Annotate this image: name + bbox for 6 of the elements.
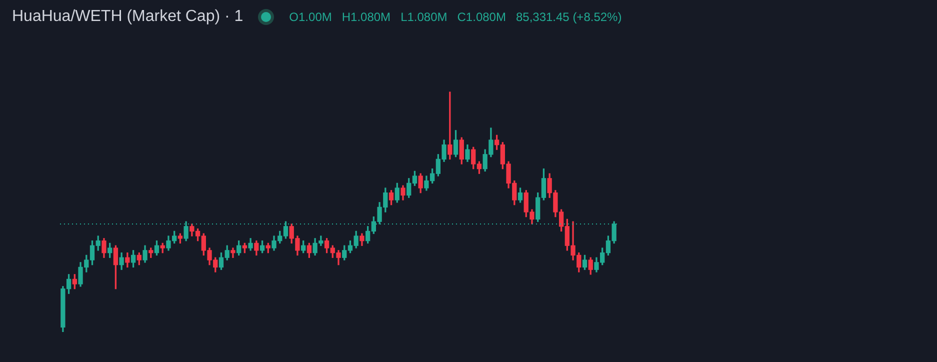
text: H1.080M (342, 10, 391, 24)
text: O1.00M (289, 10, 332, 24)
text: 85,331.45 (+8.52%) (516, 10, 622, 24)
chart-title: HuaHua/WETH (Market Cap) · 1 (12, 8, 244, 26)
text: L1.080M (400, 10, 448, 24)
text: C1.080M (457, 10, 506, 24)
